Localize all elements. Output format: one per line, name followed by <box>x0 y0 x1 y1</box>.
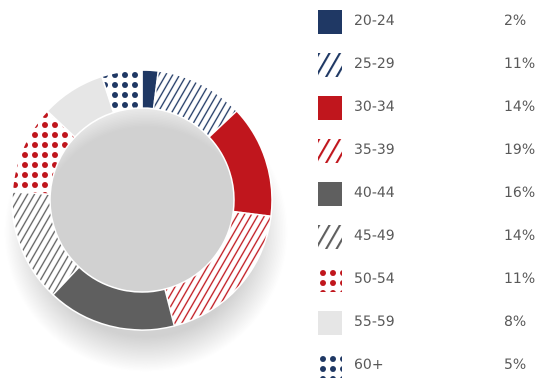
legend-swatch <box>318 225 342 249</box>
legend-label: 35-39 <box>354 142 395 158</box>
legend-swatch <box>318 139 342 163</box>
legend-value: 11% <box>504 271 536 287</box>
legend-label: 40-44 <box>354 185 395 201</box>
legend-value: 11% <box>504 56 536 72</box>
legend-value: 14% <box>504 99 536 115</box>
legend-item-35-39: 35-39 19% <box>318 139 540 163</box>
legend-swatch <box>318 354 342 378</box>
legend-item-20-24: 20-24 2% <box>318 10 540 34</box>
legend-swatch <box>318 10 342 34</box>
legend-value: 14% <box>504 228 536 244</box>
legend-swatch <box>318 53 342 77</box>
legend-item-25-29: 25-29 11% <box>318 53 540 77</box>
legend-value: 19% <box>504 142 536 158</box>
legend-item-40-44: 40-44 16% <box>318 182 540 206</box>
legend-label: 60+ <box>354 357 384 373</box>
legend-value: 5% <box>504 357 527 373</box>
legend-swatch <box>318 182 342 206</box>
legend-item-50-54: 50-54 11% <box>318 268 540 292</box>
legend-label: 20-24 <box>354 13 395 29</box>
donut-slice-60+ <box>100 69 143 114</box>
legend-value: 8% <box>504 314 527 330</box>
legend-label: 25-29 <box>354 56 395 72</box>
legend-label: 50-54 <box>354 271 395 287</box>
legend-swatch <box>318 96 342 120</box>
legend-label: 45-49 <box>354 228 395 244</box>
legend-label: 55-59 <box>354 314 395 330</box>
legend-item-30-34: 30-34 14% <box>318 96 540 120</box>
legend-item-45-49: 45-49 14% <box>318 225 540 249</box>
donut-chart <box>4 69 288 372</box>
legend-value: 2% <box>504 13 527 29</box>
legend-item-55-59: 55-59 8% <box>318 311 540 335</box>
legend-swatch <box>318 311 342 335</box>
legend-swatch <box>318 268 342 292</box>
legend-item-60+: 60+ 5% <box>318 354 540 378</box>
legend-label: 30-34 <box>354 99 395 115</box>
legend-value: 16% <box>504 185 536 201</box>
